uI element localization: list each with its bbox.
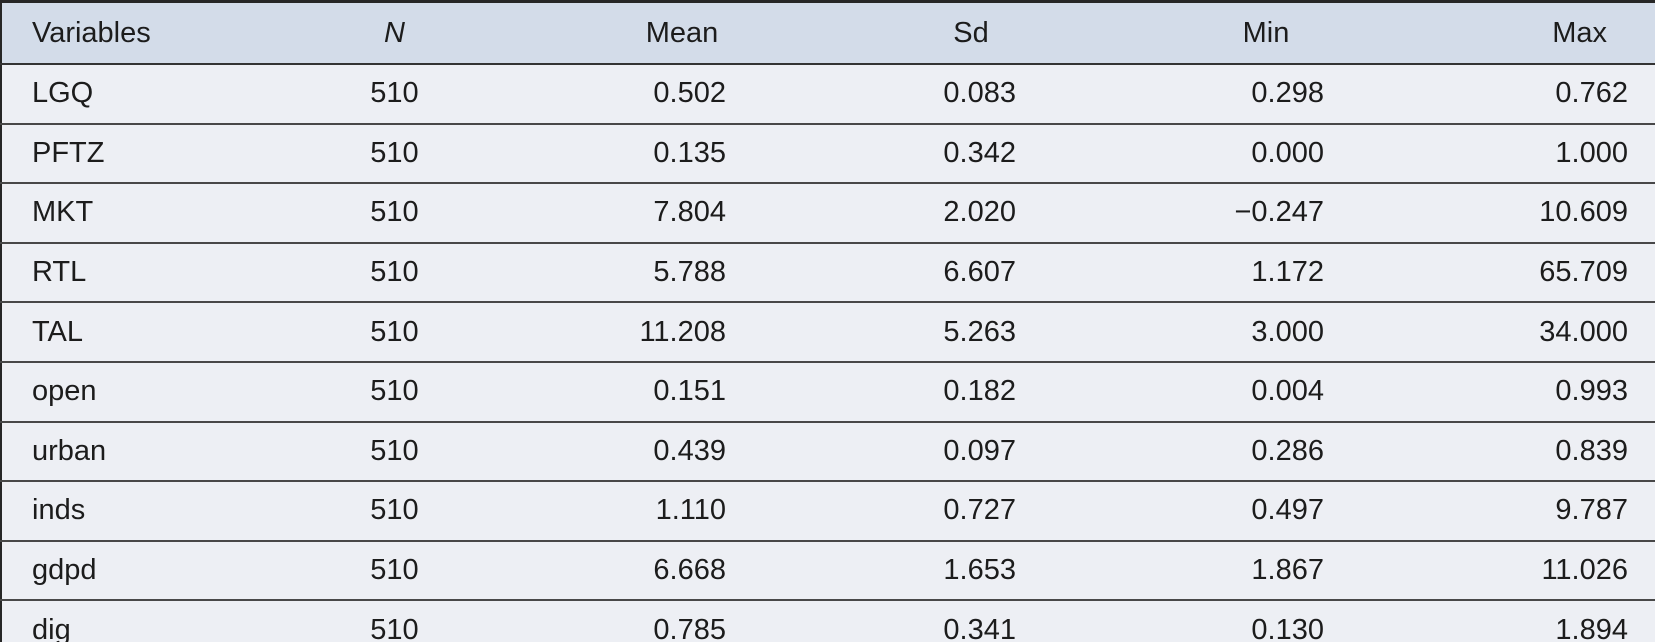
header-cell-min: Min xyxy=(1116,1,1416,65)
header-cell-max: Max xyxy=(1416,1,1655,65)
sd-cell: 0.097 xyxy=(826,421,1116,483)
table-row: RTL 510 5.788 6.607 1.172 65.709 xyxy=(1,242,1655,304)
mean-cell: 0.151 xyxy=(538,361,826,423)
header-row: Variables N Mean Sd Min Max xyxy=(1,1,1655,65)
n-cell: 510 xyxy=(251,123,538,185)
sd-cell: 0.341 xyxy=(826,600,1116,642)
sd-cell: 0.083 xyxy=(826,64,1116,125)
variable-cell: MKT xyxy=(1,183,251,244)
max-cell: 9.787 xyxy=(1416,481,1655,542)
sd-cell: 0.182 xyxy=(826,361,1116,423)
table-row: gdpd 510 6.668 1.653 1.867 11.026 xyxy=(1,540,1655,602)
mean-cell: 0.439 xyxy=(538,421,826,483)
min-cell: 1.867 xyxy=(1116,540,1416,602)
table-row: urban 510 0.439 0.097 0.286 0.839 xyxy=(1,421,1655,483)
n-cell: 510 xyxy=(251,64,538,125)
variable-cell: open xyxy=(1,361,251,423)
variable-cell: gdpd xyxy=(1,540,251,602)
header-cell-sd: Sd xyxy=(826,1,1116,65)
header-cell-n: N xyxy=(251,1,538,65)
n-cell: 510 xyxy=(251,361,538,423)
table-body: LGQ 510 0.502 0.083 0.298 0.762 PFTZ 510 0.135 0.… xyxy=(1,64,1655,642)
max-cell: 34.000 xyxy=(1416,302,1655,363)
n-cell: 510 xyxy=(251,421,538,483)
n-cell: 510 xyxy=(251,183,538,244)
variable-cell: urban xyxy=(1,421,251,483)
table-row: open 510 0.151 0.182 0.004 0.993 xyxy=(1,361,1655,423)
min-cell: 0.130 xyxy=(1116,600,1416,642)
variable-cell: PFTZ xyxy=(1,123,251,185)
table-row: LGQ 510 0.502 0.083 0.298 0.762 xyxy=(1,64,1655,125)
sd-cell: 0.727 xyxy=(826,481,1116,542)
min-cell: 3.000 xyxy=(1116,302,1416,363)
mean-cell: 0.502 xyxy=(538,64,826,125)
n-cell: 510 xyxy=(251,600,538,642)
min-cell: 0.497 xyxy=(1116,481,1416,542)
variable-cell: LGQ xyxy=(1,64,251,125)
min-cell: 0.286 xyxy=(1116,421,1416,483)
n-cell: 510 xyxy=(251,242,538,304)
mean-cell: 11.208 xyxy=(538,302,826,363)
mean-cell: 0.785 xyxy=(538,600,826,642)
mean-cell: 7.804 xyxy=(538,183,826,244)
sd-cell: 0.342 xyxy=(826,123,1116,185)
max-cell: 65.709 xyxy=(1416,242,1655,304)
table-row: dig 510 0.785 0.341 0.130 1.894 xyxy=(1,600,1655,642)
table-header: Variables N Mean Sd Min Max xyxy=(1,1,1655,65)
max-cell: 0.839 xyxy=(1416,421,1655,483)
max-cell: 0.993 xyxy=(1416,361,1655,423)
min-cell: 0.298 xyxy=(1116,64,1416,125)
min-cell: −0.247 xyxy=(1116,183,1416,244)
sd-cell: 2.020 xyxy=(826,183,1116,244)
variable-cell: dig xyxy=(1,600,251,642)
header-cell-variable: Variables xyxy=(1,1,251,65)
sd-cell: 6.607 xyxy=(826,242,1116,304)
min-cell: 0.000 xyxy=(1116,123,1416,185)
sd-cell: 5.263 xyxy=(826,302,1116,363)
mean-cell: 5.788 xyxy=(538,242,826,304)
table-row: PFTZ 510 0.135 0.342 0.000 1.000 xyxy=(1,123,1655,185)
sd-cell: 1.653 xyxy=(826,540,1116,602)
n-cell: 510 xyxy=(251,481,538,542)
max-cell: 1.000 xyxy=(1416,123,1655,185)
variable-cell: TAL xyxy=(1,302,251,363)
max-cell: 10.609 xyxy=(1416,183,1655,244)
n-cell: 510 xyxy=(251,302,538,363)
mean-cell: 0.135 xyxy=(538,123,826,185)
table-row: MKT 510 7.804 2.020 −0.247 10.609 xyxy=(1,183,1655,244)
n-cell: 510 xyxy=(251,540,538,602)
mean-cell: 6.668 xyxy=(538,540,826,602)
min-cell: 0.004 xyxy=(1116,361,1416,423)
table-row: inds 510 1.110 0.727 0.497 9.787 xyxy=(1,481,1655,542)
table-row: TAL 510 11.208 5.263 3.000 34.000 xyxy=(1,302,1655,363)
variable-cell: RTL xyxy=(1,242,251,304)
header-cell-mean: Mean xyxy=(538,1,826,65)
min-cell: 1.172 xyxy=(1116,242,1416,304)
mean-cell: 1.110 xyxy=(538,481,826,542)
max-cell: 1.894 xyxy=(1416,600,1655,642)
max-cell: 0.762 xyxy=(1416,64,1655,125)
max-cell: 11.026 xyxy=(1416,540,1655,602)
variable-cell: inds xyxy=(1,481,251,542)
